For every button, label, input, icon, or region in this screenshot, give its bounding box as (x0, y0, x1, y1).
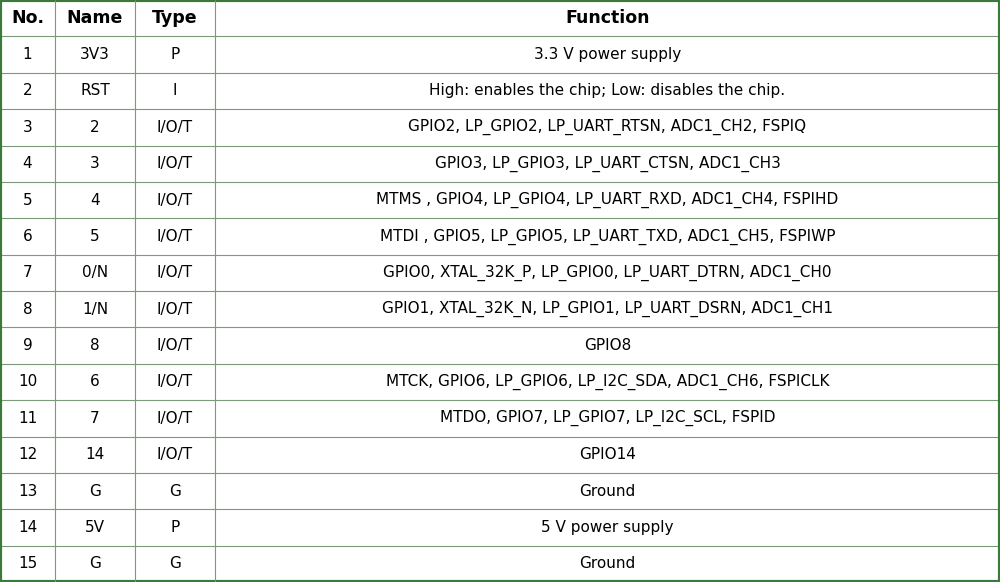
Text: MTMS , GPIO4, LP_GPIO4, LP_UART_RXD, ADC1_CH4, FSPIHD: MTMS , GPIO4, LP_GPIO4, LP_UART_RXD, ADC… (376, 192, 839, 208)
Text: G: G (169, 484, 181, 499)
Text: 2: 2 (90, 120, 100, 135)
Text: I/O/T: I/O/T (157, 301, 193, 317)
Text: 10: 10 (18, 374, 37, 389)
Text: I: I (173, 83, 177, 98)
Text: 11: 11 (18, 411, 37, 426)
Text: RST: RST (80, 83, 110, 98)
Text: 0/N: 0/N (82, 265, 108, 281)
Text: 14: 14 (85, 447, 105, 462)
Text: 5 V power supply: 5 V power supply (541, 520, 674, 535)
Text: MTDO, GPIO7, LP_GPIO7, LP_I2C_SCL, FSPID: MTDO, GPIO7, LP_GPIO7, LP_I2C_SCL, FSPID (440, 410, 775, 427)
Text: 5V: 5V (85, 520, 105, 535)
Text: Type: Type (152, 9, 198, 27)
Text: I/O/T: I/O/T (157, 411, 193, 426)
Text: Function: Function (565, 9, 650, 27)
Text: GPIO2, LP_GPIO2, LP_UART_RTSN, ADC1_CH2, FSPIQ: GPIO2, LP_GPIO2, LP_UART_RTSN, ADC1_CH2,… (408, 119, 807, 136)
Text: G: G (169, 556, 181, 572)
Text: 6: 6 (23, 229, 32, 244)
Text: GPIO3, LP_GPIO3, LP_UART_CTSN, ADC1_CH3: GPIO3, LP_GPIO3, LP_UART_CTSN, ADC1_CH3 (435, 155, 780, 172)
Text: Ground: Ground (579, 484, 636, 499)
Text: 3.3 V power supply: 3.3 V power supply (534, 47, 681, 62)
Text: High: enables the chip; Low: disables the chip.: High: enables the chip; Low: disables th… (429, 83, 786, 98)
Text: 5: 5 (23, 193, 32, 208)
Text: GPIO0, XTAL_32K_P, LP_GPIO0, LP_UART_DTRN, ADC1_CH0: GPIO0, XTAL_32K_P, LP_GPIO0, LP_UART_DTR… (383, 265, 832, 281)
Text: GPIO1, XTAL_32K_N, LP_GPIO1, LP_UART_DSRN, ADC1_CH1: GPIO1, XTAL_32K_N, LP_GPIO1, LP_UART_DSR… (382, 301, 833, 317)
Text: 1/N: 1/N (82, 301, 108, 317)
Text: P: P (170, 47, 180, 62)
Text: MTDI , GPIO5, LP_GPIO5, LP_UART_TXD, ADC1_CH5, FSPIWP: MTDI , GPIO5, LP_GPIO5, LP_UART_TXD, ADC… (380, 228, 835, 244)
Text: 3V3: 3V3 (80, 47, 110, 62)
Text: G: G (89, 484, 101, 499)
Text: 3: 3 (90, 156, 100, 171)
Text: 3: 3 (23, 120, 32, 135)
Text: 7: 7 (23, 265, 32, 281)
Text: I/O/T: I/O/T (157, 229, 193, 244)
Text: 7: 7 (90, 411, 100, 426)
Text: 14: 14 (18, 520, 37, 535)
Text: 8: 8 (23, 301, 32, 317)
Text: 8: 8 (90, 338, 100, 353)
Text: GPIO8: GPIO8 (584, 338, 631, 353)
Text: 4: 4 (23, 156, 32, 171)
Text: I/O/T: I/O/T (157, 447, 193, 462)
Text: 2: 2 (23, 83, 32, 98)
Text: Ground: Ground (579, 556, 636, 572)
Text: 15: 15 (18, 556, 37, 572)
Text: 1: 1 (23, 47, 32, 62)
Text: I/O/T: I/O/T (157, 156, 193, 171)
Text: I/O/T: I/O/T (157, 193, 193, 208)
Text: 12: 12 (18, 447, 37, 462)
Text: No.: No. (11, 9, 44, 27)
Text: P: P (170, 520, 180, 535)
Text: 9: 9 (23, 338, 32, 353)
Text: 6: 6 (90, 374, 100, 389)
Text: Name: Name (67, 9, 123, 27)
Text: 4: 4 (90, 193, 100, 208)
Text: I/O/T: I/O/T (157, 374, 193, 389)
Text: 5: 5 (90, 229, 100, 244)
Text: I/O/T: I/O/T (157, 120, 193, 135)
Text: I/O/T: I/O/T (157, 265, 193, 281)
Text: G: G (89, 556, 101, 572)
Text: I/O/T: I/O/T (157, 338, 193, 353)
Text: 13: 13 (18, 484, 37, 499)
Text: MTCK, GPIO6, LP_GPIO6, LP_I2C_SDA, ADC1_CH6, FSPICLK: MTCK, GPIO6, LP_GPIO6, LP_I2C_SDA, ADC1_… (386, 374, 829, 390)
Text: GPIO14: GPIO14 (579, 447, 636, 462)
